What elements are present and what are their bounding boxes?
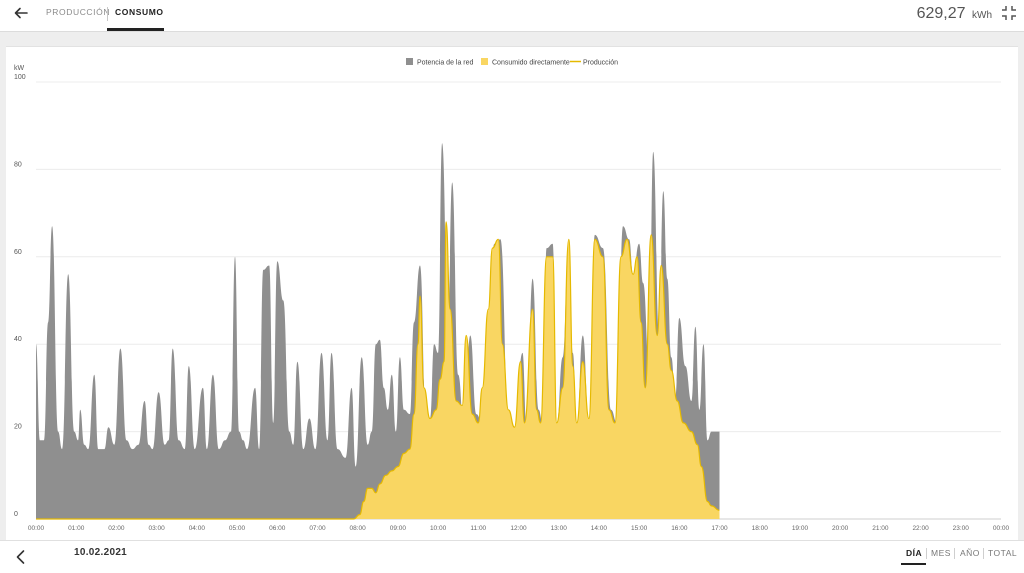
top-bar: PRODUCCIÓN CONSUMO 629,27 kWh [0,0,1024,32]
legend-item-consumido-directamente: Consumido directamente [492,60,570,67]
x-tick-label: 10:00 [430,525,447,532]
period-total[interactable]: TOTAL [988,548,1018,558]
total-value: 629,27 [916,5,966,22]
series-consumido-directamente-area [36,221,720,520]
x-tick-label: 18:00 [752,525,769,532]
x-tick-label: 02:00 [108,525,125,532]
x-tick-label: 03:00 [148,525,165,532]
footer-bar: 10.02.2021 DÍA MES AÑO TOTAL [0,540,1024,573]
x-tick-label: 05:00 [229,525,246,532]
period-divider [954,548,955,559]
x-tick-label: 17:00 [711,525,728,532]
legend-item-potencia-de-la-red: Potencia de la red [417,60,474,67]
x-tick-label: 13:00 [551,525,568,532]
y-axis-label: kW [14,65,25,72]
x-tick-label: 09:00 [390,525,407,532]
tab-divider [107,7,108,21]
x-tick-label: 12:00 [510,525,527,532]
x-tick-label: 21:00 [872,525,889,532]
y-tick-label: 60 [14,249,22,256]
y-tick-label: 40 [14,336,22,343]
x-tick-label: 07:00 [309,525,326,532]
total-unit: kWh [972,10,992,21]
active-period-indicator [901,563,926,565]
current-date: 10.02.2021 [74,547,128,558]
x-tick-label: 22:00 [912,525,929,532]
x-tick-label: 11:00 [470,525,486,532]
y-tick-label: 20 [14,424,22,431]
series-produccion-line [36,221,720,520]
x-tick-label: 19:00 [792,525,809,532]
x-tick-label: 20:00 [832,525,849,532]
period-dia[interactable]: DÍA [906,548,923,558]
x-tick-label: 14:00 [591,525,608,532]
previous-day-icon[interactable] [14,549,28,565]
x-tick-label: 15:00 [631,525,648,532]
period-mes[interactable]: MES [931,548,951,558]
chart-legend: Potencia de la red Consumido directamente… [406,58,618,67]
collapse-icon[interactable] [1001,5,1017,21]
daily-total: 629,27 kWh [917,2,992,26]
tab-produccion[interactable]: PRODUCCIÓN [46,7,111,17]
x-tick-label: 06:00 [269,525,286,532]
x-tick-label: 01:00 [68,525,85,532]
x-tick-label: 08:00 [350,525,367,532]
y-tick-label: 80 [14,161,22,168]
chart-panel: 0 20 40 60 80 100 kW 00:00 01:00 02:00 03:00 04:00 0… [6,46,1018,540]
x-tick-label: 23:00 [953,525,970,532]
x-tick-label: 00:00 [993,525,1010,532]
legend-swatch [406,58,413,65]
legend-item-produccion: Producción [583,60,618,67]
x-tick-label: 04:00 [189,525,206,532]
tab-consumo[interactable]: CONSUMO [115,7,164,17]
x-tick-label: 00:00 [28,525,45,532]
legend-swatch [481,58,488,65]
active-tab-indicator [107,28,164,31]
back-arrow-icon[interactable] [10,4,32,22]
period-ano[interactable]: AÑO [960,548,980,558]
y-tick-label: 100 [14,74,26,81]
y-tick-label: 0 [14,511,18,518]
consumption-chart: 0 20 40 60 80 100 kW 00:00 01:00 02:00 03:00 04:00 0… [14,58,1010,532]
x-tick-label: 16:00 [671,525,688,532]
period-divider [926,548,927,559]
period-divider [983,548,984,559]
